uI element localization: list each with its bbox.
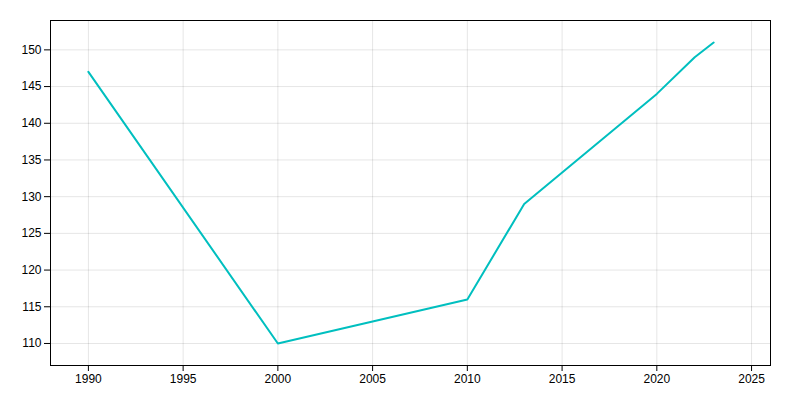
svg-text:2005: 2005 bbox=[359, 372, 386, 386]
svg-text:2020: 2020 bbox=[643, 372, 670, 386]
svg-text:2015: 2015 bbox=[549, 372, 576, 386]
svg-text:150: 150 bbox=[21, 43, 41, 57]
svg-text:125: 125 bbox=[21, 226, 41, 240]
svg-text:130: 130 bbox=[21, 190, 41, 204]
svg-text:2010: 2010 bbox=[454, 372, 481, 386]
svg-text:1990: 1990 bbox=[75, 372, 102, 386]
svg-text:120: 120 bbox=[21, 263, 41, 277]
svg-text:2000: 2000 bbox=[265, 372, 292, 386]
svg-text:115: 115 bbox=[22, 300, 41, 314]
svg-text:110: 110 bbox=[22, 336, 41, 350]
svg-text:145: 145 bbox=[21, 79, 41, 93]
svg-text:2025: 2025 bbox=[738, 372, 765, 386]
svg-text:140: 140 bbox=[21, 116, 41, 130]
svg-text:1995: 1995 bbox=[170, 372, 197, 386]
svg-text:135: 135 bbox=[21, 153, 41, 167]
